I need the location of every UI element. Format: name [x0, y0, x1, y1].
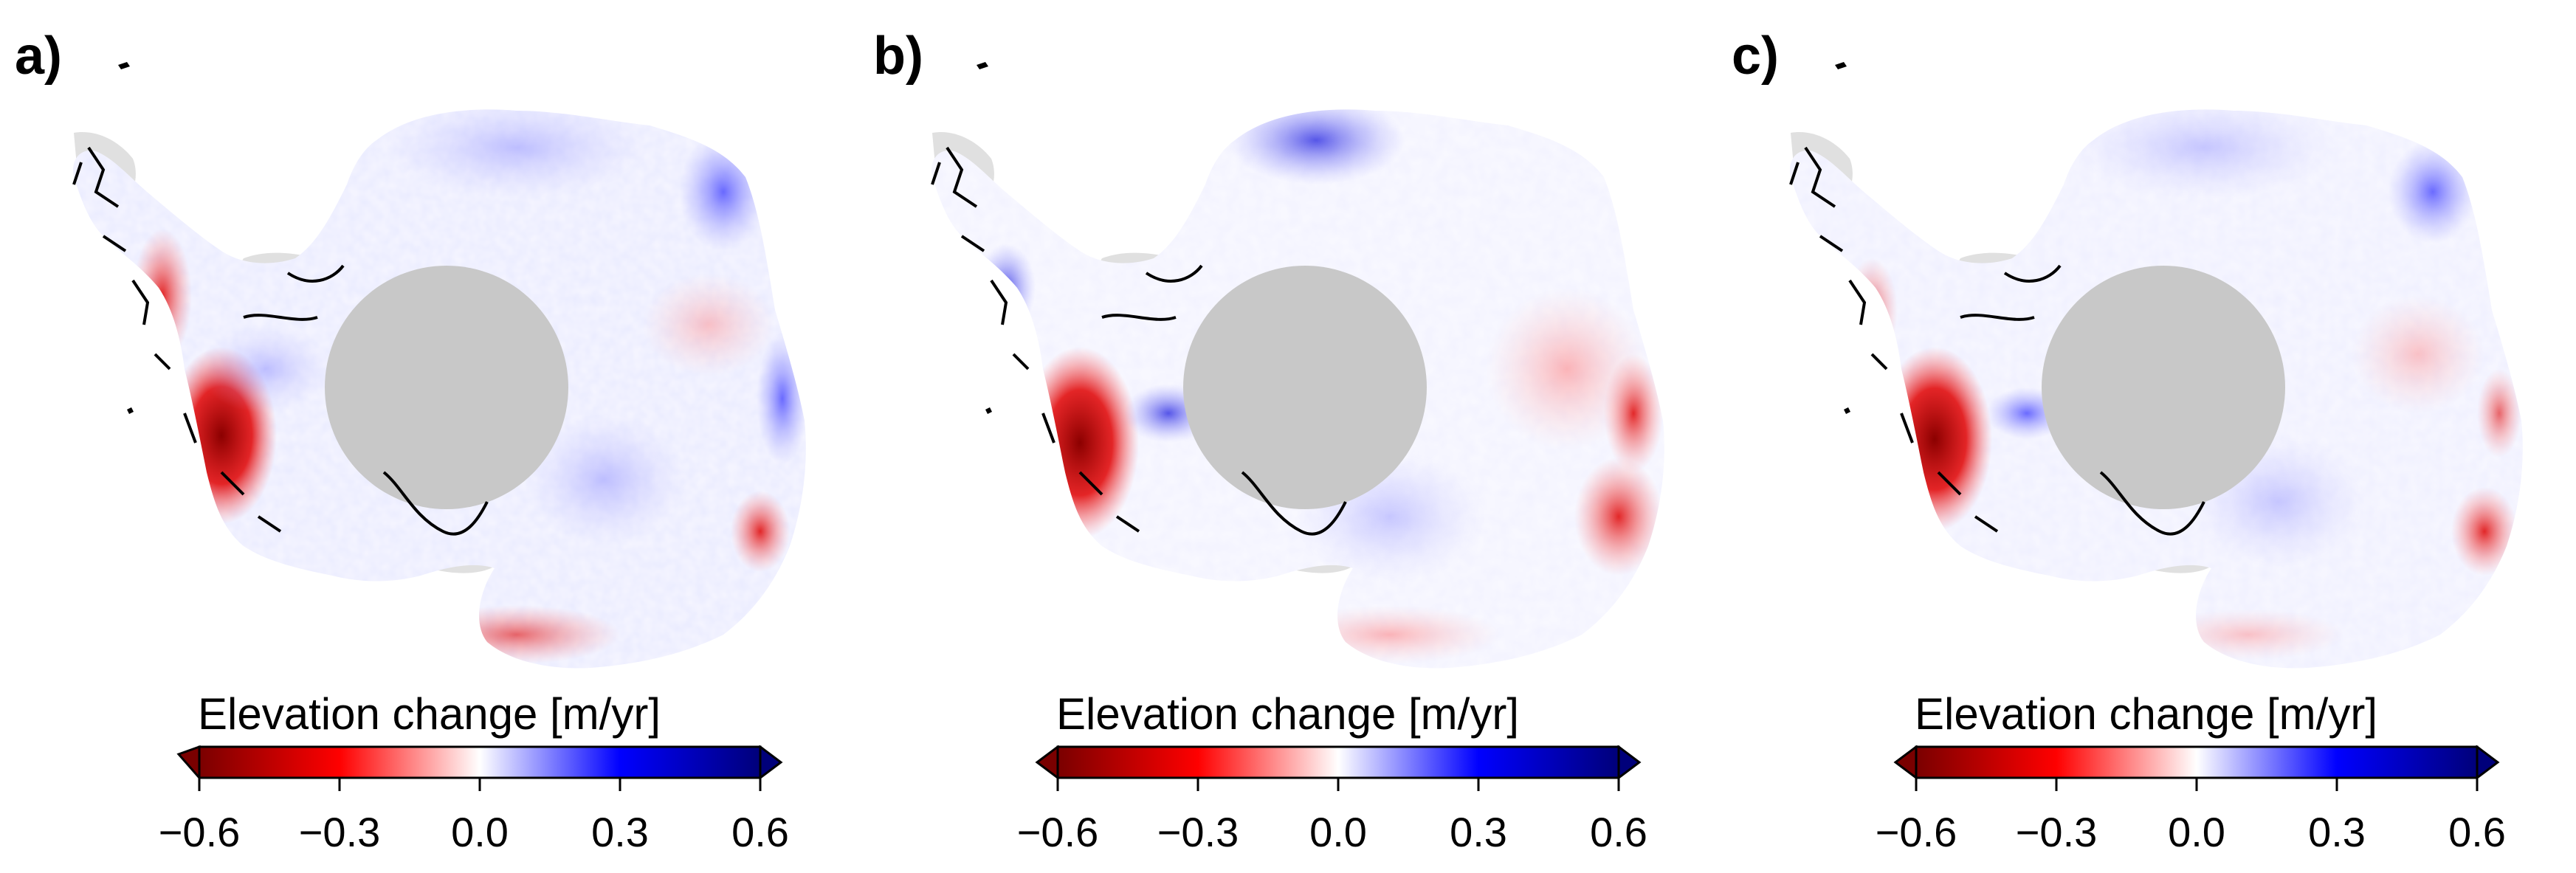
wilkes-thinning — [1279, 605, 1501, 664]
colorbar-tick-label: 0.6 — [731, 809, 789, 855]
interior-thinning — [2352, 295, 2484, 413]
island-2 — [985, 407, 992, 414]
colorbar-title: Elevation change [m/yr] — [198, 689, 661, 739]
amundsen-sea-thinning — [1877, 347, 1992, 531]
colorbar-right-arrow — [1617, 745, 1642, 780]
panel-label: c) — [1732, 27, 1780, 86]
grounding-line — [72, 146, 489, 536]
colorbar-tick-label: 0.0 — [1309, 809, 1367, 855]
peninsula-thinning — [1846, 258, 1898, 362]
pole-hole — [1183, 266, 1427, 509]
colorbar-gradient — [1056, 745, 1620, 779]
colorbar-gradient — [1915, 745, 2479, 779]
colorbar-tick-label: −0.3 — [1157, 809, 1239, 855]
colorbar-tick-label: −0.6 — [1875, 809, 1957, 855]
pole-hole — [2042, 266, 2285, 509]
totten-thinning — [1574, 458, 1663, 576]
amundsen-sea-thinning — [1021, 347, 1139, 539]
island-2 — [1844, 407, 1850, 414]
totten-thinning — [2451, 487, 2518, 576]
dronning-maud-thickening — [384, 109, 650, 199]
interior-thickening — [524, 413, 686, 546]
panel-c: c) — [1717, 0, 2575, 873]
east-coast-thickening — [679, 133, 768, 251]
east-coast-thinning — [2477, 369, 2521, 458]
colorbar-left-arrow — [1035, 745, 1059, 780]
colorbar-right-arrow — [2476, 745, 2500, 780]
panel-label: a) — [15, 27, 63, 86]
peninsula-thickening — [977, 244, 1036, 332]
totten-thinning — [731, 491, 790, 572]
colorbar-tick-label: −0.6 — [1016, 809, 1099, 855]
colorbar-tick-label: 0.0 — [2168, 809, 2225, 855]
kamb-thickening — [199, 325, 332, 413]
colorbar-tick-label: −0.3 — [2015, 809, 2098, 855]
colorbar-title: Elevation change [m/yr] — [1056, 689, 1519, 739]
colorbar-right-arrow — [759, 745, 783, 780]
island-1 — [118, 62, 130, 69]
colorbar-title: Elevation change [m/yr] — [1915, 689, 2377, 739]
antarctica-map — [1789, 62, 2523, 669]
wilkes-thinning — [413, 605, 620, 664]
panel-b: b) — [858, 0, 1717, 873]
colorbar-tick-label: 0.6 — [2448, 809, 2506, 855]
colorbar — [1893, 745, 2500, 791]
wilkes-thinning — [2152, 609, 2344, 660]
colorbar-tick-label: 0.3 — [591, 809, 649, 855]
colorbar — [176, 745, 783, 791]
colorbar-tick-label: −0.6 — [158, 809, 241, 855]
interior-thinning — [642, 273, 775, 376]
island-2 — [127, 407, 134, 414]
interior-thinning — [1486, 288, 1648, 450]
colorbar-tick-label: 0.3 — [1450, 809, 1507, 855]
colorbar-tick-label: 0.3 — [2308, 809, 2366, 855]
colorbar — [1035, 745, 1642, 791]
colorbar-gradient — [198, 745, 762, 779]
grounding-line — [931, 146, 1347, 536]
island-1 — [1835, 62, 1847, 69]
colorbar-tick-label: −0.3 — [298, 809, 381, 855]
east-coast-thickening — [2389, 140, 2477, 244]
colorbar-left-arrow — [1893, 745, 1918, 780]
colorbar-tick-label: 0.0 — [451, 809, 509, 855]
panel-label: b) — [873, 27, 923, 86]
dronning-maud-thickening — [2071, 109, 2337, 199]
colorbar-tick-label: 0.6 — [1590, 809, 1647, 855]
grounding-line — [1789, 146, 2205, 536]
pole-hole — [325, 266, 568, 509]
panel-a: a) — [0, 0, 858, 873]
island-1 — [977, 62, 988, 69]
antarctica-map — [931, 62, 1664, 669]
colorbar-left-arrow — [176, 745, 201, 781]
dronning-maud-thickening — [1227, 109, 1405, 184]
antarctica-map — [72, 62, 806, 669]
